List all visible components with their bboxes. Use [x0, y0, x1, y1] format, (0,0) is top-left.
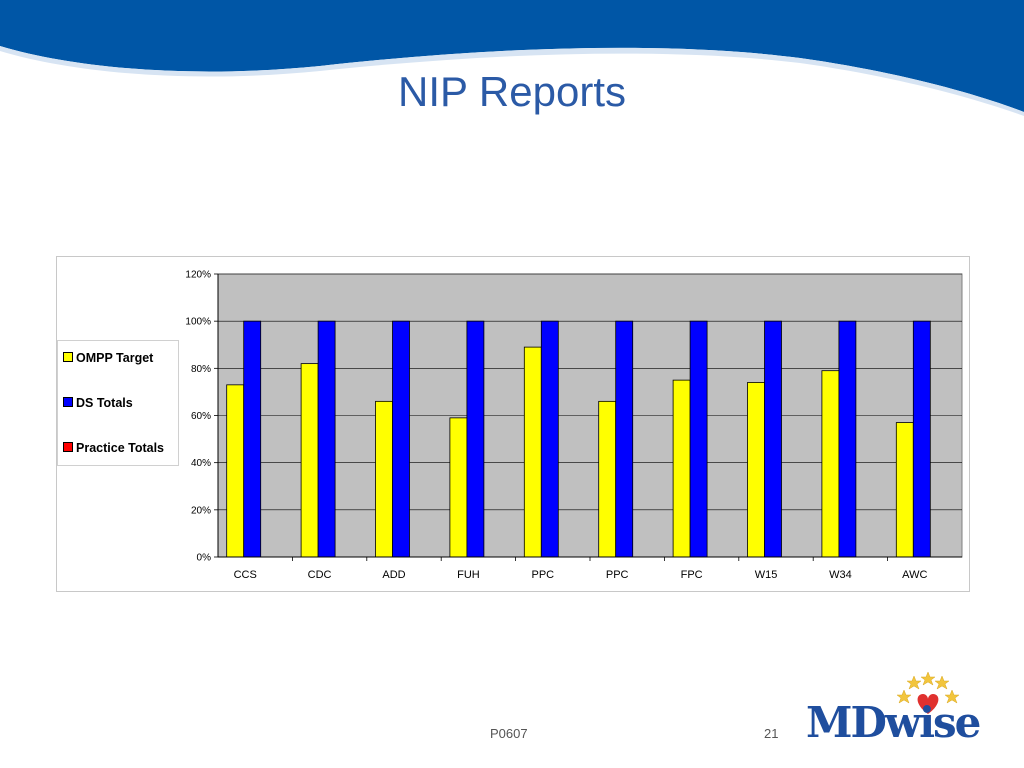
- y-tick-label: 40%: [191, 458, 211, 469]
- y-tick-label: 80%: [191, 364, 211, 375]
- star-icon: [944, 689, 960, 704]
- x-tick-label: W15: [755, 569, 778, 581]
- bar-ds-totals: [317, 320, 336, 558]
- header-wave: [0, 0, 1024, 116]
- x-tick-label: W34: [829, 569, 852, 581]
- bar-ompp-target: [747, 382, 765, 558]
- bar-chart: 0% 20% 40% 60% 80% 100% 120% CCS CDC ADD FUH PPC PP…: [185, 270, 963, 581]
- star-icon: [934, 675, 950, 690]
- y-tick-label: 60%: [191, 411, 211, 422]
- bar-ds-totals: [615, 320, 634, 558]
- legend-label-practice-totals: Practice Totals: [76, 441, 165, 455]
- bar-ds-totals: [689, 320, 708, 558]
- star-icon: [906, 675, 922, 690]
- star-icon: [920, 671, 936, 686]
- y-tick-labels: 0% 20% 40% 60% 80% 100% 120%: [185, 270, 211, 564]
- legend-swatch-ompp-target: [63, 352, 73, 362]
- bars: [226, 320, 931, 558]
- legend-swatch-ds-totals: [63, 397, 73, 407]
- bar-ds-totals: [912, 320, 931, 558]
- chart-legend: OMPP Target DS Totals Practice Totals: [57, 340, 179, 466]
- legend-swatch-practice-totals: [63, 442, 73, 452]
- bar-ompp-target: [895, 422, 914, 558]
- bar-ds-totals: [466, 320, 485, 558]
- bar-ds-totals: [392, 320, 410, 558]
- y-tick-label: 20%: [191, 505, 211, 516]
- header-wave-shape: [0, 0, 1024, 112]
- x-tick-label: FUH: [457, 569, 480, 581]
- bar-ds-totals: [540, 320, 559, 558]
- x-tick-label: CCS: [234, 569, 257, 581]
- bar-ompp-target: [449, 417, 468, 558]
- legend-item-ds-totals: DS Totals: [63, 396, 133, 410]
- bar-ompp-target: [300, 363, 319, 558]
- legend-item-practice-totals: Practice Totals: [63, 441, 164, 455]
- bar-ds-totals: [764, 320, 782, 558]
- bar-ompp-target: [226, 384, 245, 558]
- x-tick-label: CDC: [308, 569, 332, 581]
- footer-code: P0607: [490, 726, 528, 741]
- x-tick-label: AWC: [902, 569, 927, 581]
- bar-ompp-target: [598, 400, 617, 558]
- x-tick-labels: CCS CDC ADD FUH PPC PPC FPC W15 W34 AWC: [234, 569, 928, 581]
- bar-ompp-target: [523, 346, 542, 558]
- bar-ds-totals: [243, 320, 262, 558]
- mdwise-logo: MDwise: [806, 670, 981, 758]
- legend-item-ompp-target: OMPP Target: [63, 351, 153, 365]
- bar-ds-totals: [838, 320, 857, 558]
- bar-ompp-target: [375, 400, 393, 558]
- legend-label-ds-totals: DS Totals: [76, 396, 133, 410]
- bar-ompp-target: [821, 370, 840, 558]
- bar-ompp-target: [672, 379, 691, 558]
- heart-icon: [917, 694, 939, 714]
- x-tick-label: PPC: [531, 569, 554, 581]
- legend-label-ompp-target: OMPP Target: [76, 351, 154, 365]
- logo-stars-heart: [896, 671, 960, 714]
- y-tick-label: 120%: [185, 270, 211, 281]
- slide-title: NIP Reports: [398, 68, 626, 115]
- y-tick-label: 0%: [197, 553, 212, 564]
- page-number: 21: [764, 726, 779, 741]
- star-icon: [896, 689, 912, 704]
- axes: [214, 273, 962, 561]
- chart-container: 0% 20% 40% 60% 80% 100% 120% CCS CDC ADD FUH PPC PP…: [56, 256, 970, 592]
- x-tick-label: FPC: [681, 569, 703, 581]
- y-tick-label: 100%: [185, 317, 211, 328]
- x-tick-label: ADD: [382, 569, 405, 581]
- x-tick-label: PPC: [606, 569, 629, 581]
- logo-text: MDwise: [806, 698, 981, 747]
